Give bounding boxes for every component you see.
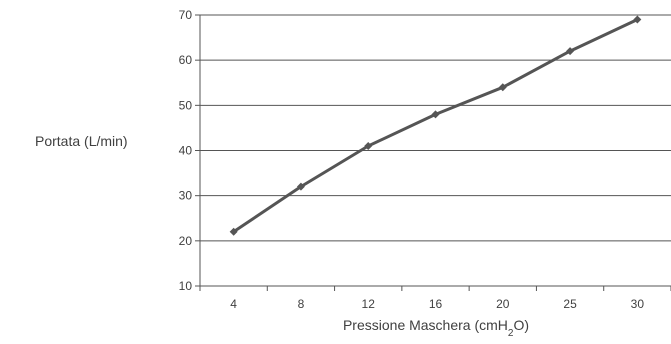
- series-line: [232, 18, 639, 234]
- x-tick-label: 8: [298, 297, 305, 311]
- data-point-30: [633, 15, 642, 24]
- y-tick-label: 50: [179, 98, 193, 112]
- axes: [195, 14, 671, 291]
- data-point-25: [566, 47, 575, 56]
- data-point-4: [229, 227, 238, 236]
- y-axis-title: Portata (L/min): [35, 133, 128, 149]
- y-tick-label: 30: [179, 189, 193, 203]
- x-tick-label: 20: [496, 297, 510, 311]
- y-tick-label: 20: [179, 234, 193, 248]
- x-tick-label: 12: [362, 297, 376, 311]
- data-point-8: [296, 182, 305, 191]
- y-tick-label: 60: [179, 53, 193, 67]
- series: [229, 15, 642, 236]
- x-tick-label: 25: [563, 297, 577, 311]
- data-point-12: [364, 141, 373, 150]
- y-tick-label: 10: [179, 279, 193, 293]
- data-point-20: [498, 83, 507, 92]
- x-tick-label: 4: [230, 297, 237, 311]
- y-tick-label: 40: [179, 144, 193, 158]
- x-axis-title: Pressione Maschera (cmH2O): [343, 317, 529, 339]
- y-tick-label: 70: [179, 8, 193, 22]
- data-point-16: [431, 110, 440, 119]
- gridlines: [200, 14, 671, 287]
- x-tick-label: 30: [631, 297, 645, 311]
- tick-labels: 10 20 30 40 50 60 70 4 8 12 16 20 25 30: [179, 8, 645, 311]
- x-tick-label: 16: [429, 297, 443, 311]
